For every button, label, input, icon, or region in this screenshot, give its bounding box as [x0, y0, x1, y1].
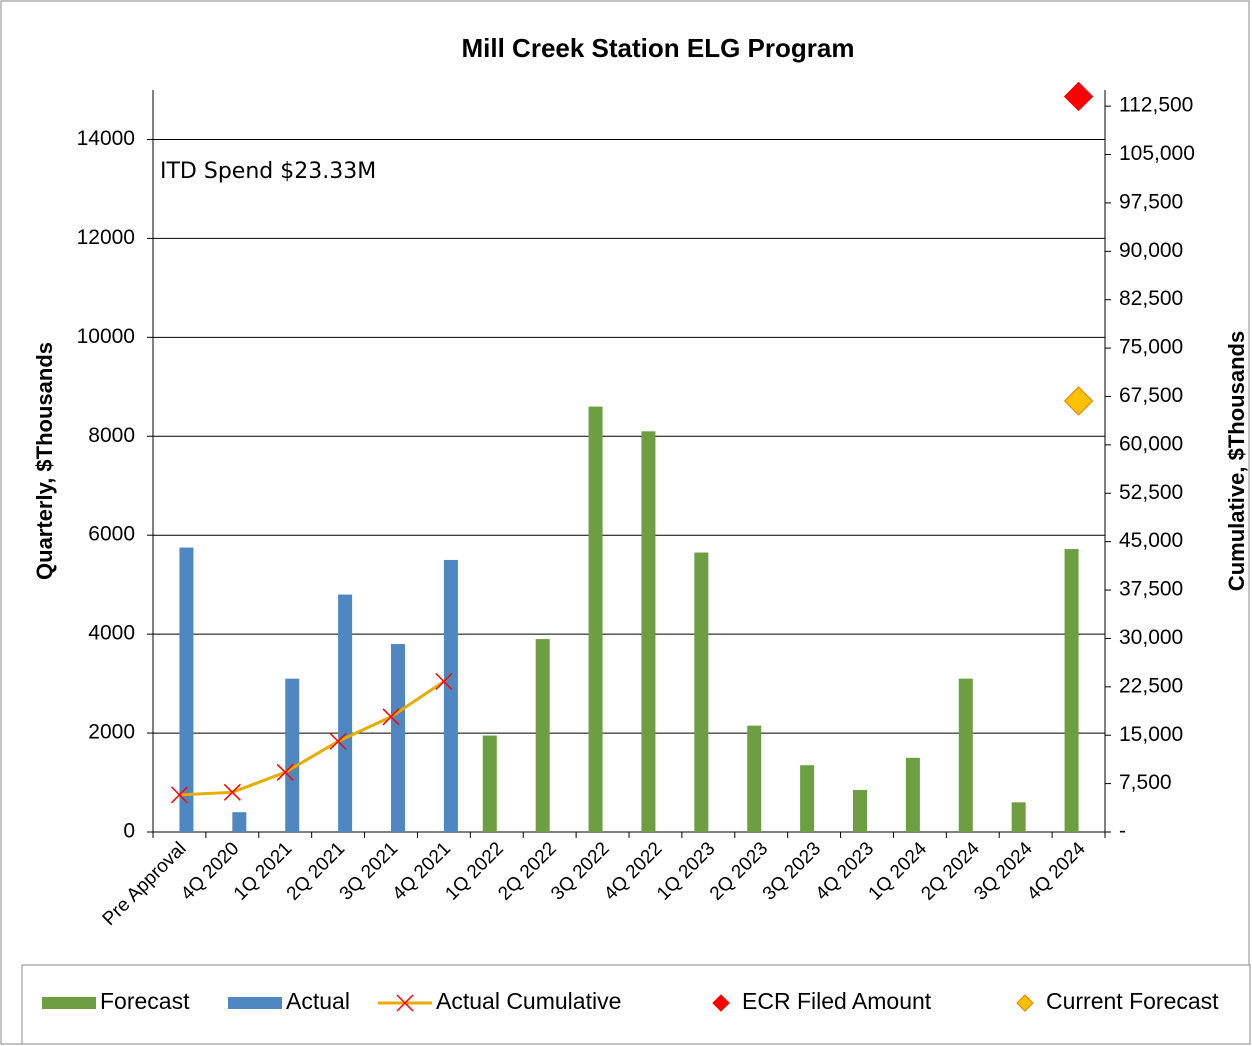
marker [276, 763, 294, 781]
y2-axis-title: Cumulative, $Thousands [1224, 331, 1249, 591]
y-tick-label: 0 [123, 820, 135, 843]
bar [232, 812, 247, 832]
chart-title: Mill Creek Station ELG Program [462, 33, 855, 63]
marker [382, 708, 400, 726]
legend-swatch [228, 997, 282, 1009]
y2-tick-label: 60,000 [1119, 432, 1183, 455]
y-tick-label: 4000 [88, 622, 135, 645]
marker [329, 732, 347, 750]
y2-tick-label: 37,500 [1119, 578, 1183, 601]
bar [1011, 802, 1026, 832]
marker [1063, 386, 1094, 416]
bar [641, 431, 656, 832]
y2-tick-label: 90,000 [1119, 239, 1183, 262]
bar [535, 639, 550, 832]
marker [435, 672, 453, 691]
bar [853, 789, 867, 832]
y2-tick-label: 52,500 [1119, 481, 1183, 504]
legend-label: Actual Cumulative [436, 988, 621, 1014]
bar [694, 552, 709, 832]
legend-label: Current Forecast [1046, 988, 1219, 1014]
y2-tick-label: 97,500 [1119, 190, 1183, 213]
legend-box [21, 964, 1251, 1045]
legend-label: ECR Filed Amount [742, 988, 932, 1014]
y2-tick-label: - [1119, 820, 1126, 843]
y2-tick-label: 75,000 [1119, 336, 1183, 359]
legend-swatch [712, 994, 730, 1012]
y-tick-label: 8000 [88, 424, 135, 447]
marker [223, 783, 241, 801]
y2-tick-label: 105,000 [1119, 142, 1195, 165]
y-axis-title: Quarterly, $Thousands [32, 342, 57, 580]
y-tick-label: 12000 [77, 226, 135, 249]
y-tick-label: 2000 [88, 721, 135, 744]
bar [1064, 549, 1079, 832]
annotation: ITD Spend $23.33M [160, 159, 376, 184]
y-tick-label: 14000 [77, 127, 135, 150]
y2-tick-label: 45,000 [1119, 529, 1183, 552]
marker [1063, 81, 1094, 112]
y-tick-label: 10000 [77, 325, 135, 348]
bar [285, 678, 300, 832]
bar [482, 735, 497, 832]
bar [905, 757, 920, 832]
bar [179, 547, 194, 832]
bar [747, 725, 762, 832]
y-tick-label: 6000 [88, 523, 135, 546]
y2-tick-label: 22,500 [1119, 674, 1183, 697]
bar [443, 559, 458, 832]
bar [800, 765, 815, 832]
legend-swatch [1016, 994, 1034, 1012]
y2-tick-label: 30,000 [1119, 626, 1183, 649]
y2-tick-label: 82,500 [1119, 287, 1183, 310]
bar [958, 678, 973, 832]
line [179, 680, 445, 797]
legend-label: Forecast [100, 988, 190, 1014]
y2-tick-label: 7,500 [1119, 771, 1172, 794]
y2-tick-label: 67,500 [1119, 384, 1183, 407]
y2-tick-label: 112,500 [1119, 94, 1193, 117]
legend-label: Actual [286, 988, 350, 1014]
legend-swatch [396, 994, 414, 1012]
bar [338, 594, 353, 832]
legend-swatch [42, 997, 96, 1009]
bar [588, 406, 603, 832]
y2-tick-label: 15,000 [1119, 723, 1183, 746]
marker [170, 786, 188, 804]
bar [391, 644, 405, 832]
